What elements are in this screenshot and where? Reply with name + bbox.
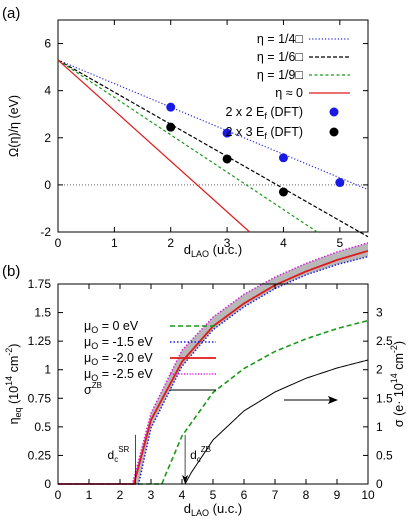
x-tick-label: 0 [55,488,62,502]
panel-a-dft-points [166,102,345,197]
panel-b-right-y-ticks: 0 0.5 1 1.5 2 2.5 3 [363,306,393,491]
panel-b-left-y-ticks: 0 0.25 0.5 0.75 1 1.25 1.5 1.75 [28,277,63,491]
panel-b-plot-frame [57,283,369,485]
series-line-1 [57,59,369,238]
dft-point-0 [166,102,176,112]
panel-a: (a) 0 1 2 3 4 5 -2 0 2 4 6 η = 1/4□ η = 1/6□ η = … [2,5,369,259]
dft-point-0 [222,128,232,138]
legend-label-mu-0: μO = 0 eV [84,319,139,335]
y-tick-label: 4 [44,84,51,98]
y-tick-label: 1.25 [28,334,52,348]
panel-b-shaded-band [132,242,368,484]
right-y-tick-label: 3 [376,306,383,320]
dft-point-1 [166,122,176,132]
legend-label-mu-1-5: μO = -1.5 eV [84,335,153,351]
uncertainty-band [132,242,368,484]
x-tick-label: 5 [336,236,343,250]
legend-marker-dft-2x3 [329,127,339,137]
y-tick-label: 1.75 [28,277,52,291]
y-tick-label: 0 [44,178,51,192]
legend-label-mu-2-0: μO = -2.0 eV [84,351,153,367]
y-tick-label: 2 [44,131,51,145]
y-tick-label: 1.5 [34,306,51,320]
y-tick-label: 1 [44,363,51,377]
legend-label-eta-ninth: η = 1/9□ [257,68,304,82]
y-tick-label: 0.5 [34,420,51,434]
dft-point-1 [222,154,232,164]
dc-zb-label: dcZB [190,445,211,464]
series-line-3 [57,59,251,233]
x-tick-label: 6 [241,488,248,502]
x-tick-label: 4 [179,488,186,502]
right-y-tick-label: 1 [376,420,383,434]
right-y-tick-label: 2 [376,363,383,377]
legend-label-eta-zero: η ≈ 0 [275,86,303,100]
panel-a-plot-frame [57,19,369,233]
panel-a-y-axis-label: Ω(η)/η (eV) [7,95,21,157]
y-tick-label: 0.75 [28,391,52,405]
y-tick-label: 6 [44,37,51,51]
y-tick-label: 0.25 [28,448,52,462]
dft-point-0 [335,178,345,188]
x-tick-label: 4 [280,236,287,250]
right-y-tick-label: 0.5 [376,448,393,462]
panel-a-x-ticks: 0 1 2 3 4 5 [55,20,343,250]
x-tick-label: 0 [55,236,62,250]
panel-b-legend: μO = 0 eV μO = -1.5 eV μO = -2.0 eV μO =… [84,319,216,397]
x-tick-label: 9 [334,488,341,502]
panel-b-x-axis-label: dLAO (u.c.) [184,501,242,518]
legend-label-dft-2x3: 2 x 3 Ef (DFT) [225,125,303,141]
legend-label-dft-2x2: 2 x 2 Ef (DFT) [225,105,303,121]
legend-marker-dft-2x2 [329,107,339,117]
x-tick-label: 7 [272,488,279,502]
panel-a-label: (a) [2,5,20,22]
x-tick-label: 3 [148,488,155,502]
panel-b-left-y-axis-label: ηeq (1014 cm-2) [4,344,23,425]
series-line-2 [57,59,318,233]
panel-b-x-ticks: 0 1 2 3 4 5 6 7 8 9 10 [55,284,375,502]
right-y-tick-label: 1.5 [376,391,393,405]
dft-point-0 [278,153,288,163]
x-tick-label: 3 [224,236,231,250]
legend-label-eta-quarter: η = 1/4□ [257,32,304,46]
x-tick-label: 2 [117,488,124,502]
dc-sr-label: dcSR [108,445,130,464]
panel-b-right-y-axis-label: σ (e· 1014 cm-2) [389,341,406,427]
right-y-tick-label: 2.5 [376,334,393,348]
series-line-0 [57,59,369,191]
right-axis-arrowhead [328,396,338,404]
x-tick-label: 5 [210,488,217,502]
panel-a-legend: η = 1/4□ η = 1/6□ η = 1/9□ η ≈ 0 2 x 2 E… [225,32,350,141]
right-y-tick-label: 0 [376,477,383,491]
legend-label-sigma-zb: σZB [84,381,102,397]
x-tick-label: 1 [111,236,118,250]
x-tick-label: 8 [303,488,310,502]
y-tick-label: -2 [40,225,51,239]
dc-zb-arrowhead [182,475,189,484]
y-tick-label: 0 [44,477,51,491]
panel-a-series [57,59,369,238]
x-tick-label: 2 [167,236,174,250]
x-tick-label: 1 [86,488,93,502]
legend-label-eta-sixth: η = 1/6□ [257,50,304,64]
panel-a-x-axis-label: dLAO (u.c.) [184,242,242,259]
panel-b-label: (b) [2,263,20,280]
panel-b: (b) 0 1 2 3 4 5 6 7 8 9 10 00.250.50.7511.251.51.7… [2,242,406,518]
x-tick-label: 10 [361,488,375,502]
dft-point-1 [278,187,288,197]
legend-label-mu-2-5: μO = -2.5 eV [84,367,153,383]
